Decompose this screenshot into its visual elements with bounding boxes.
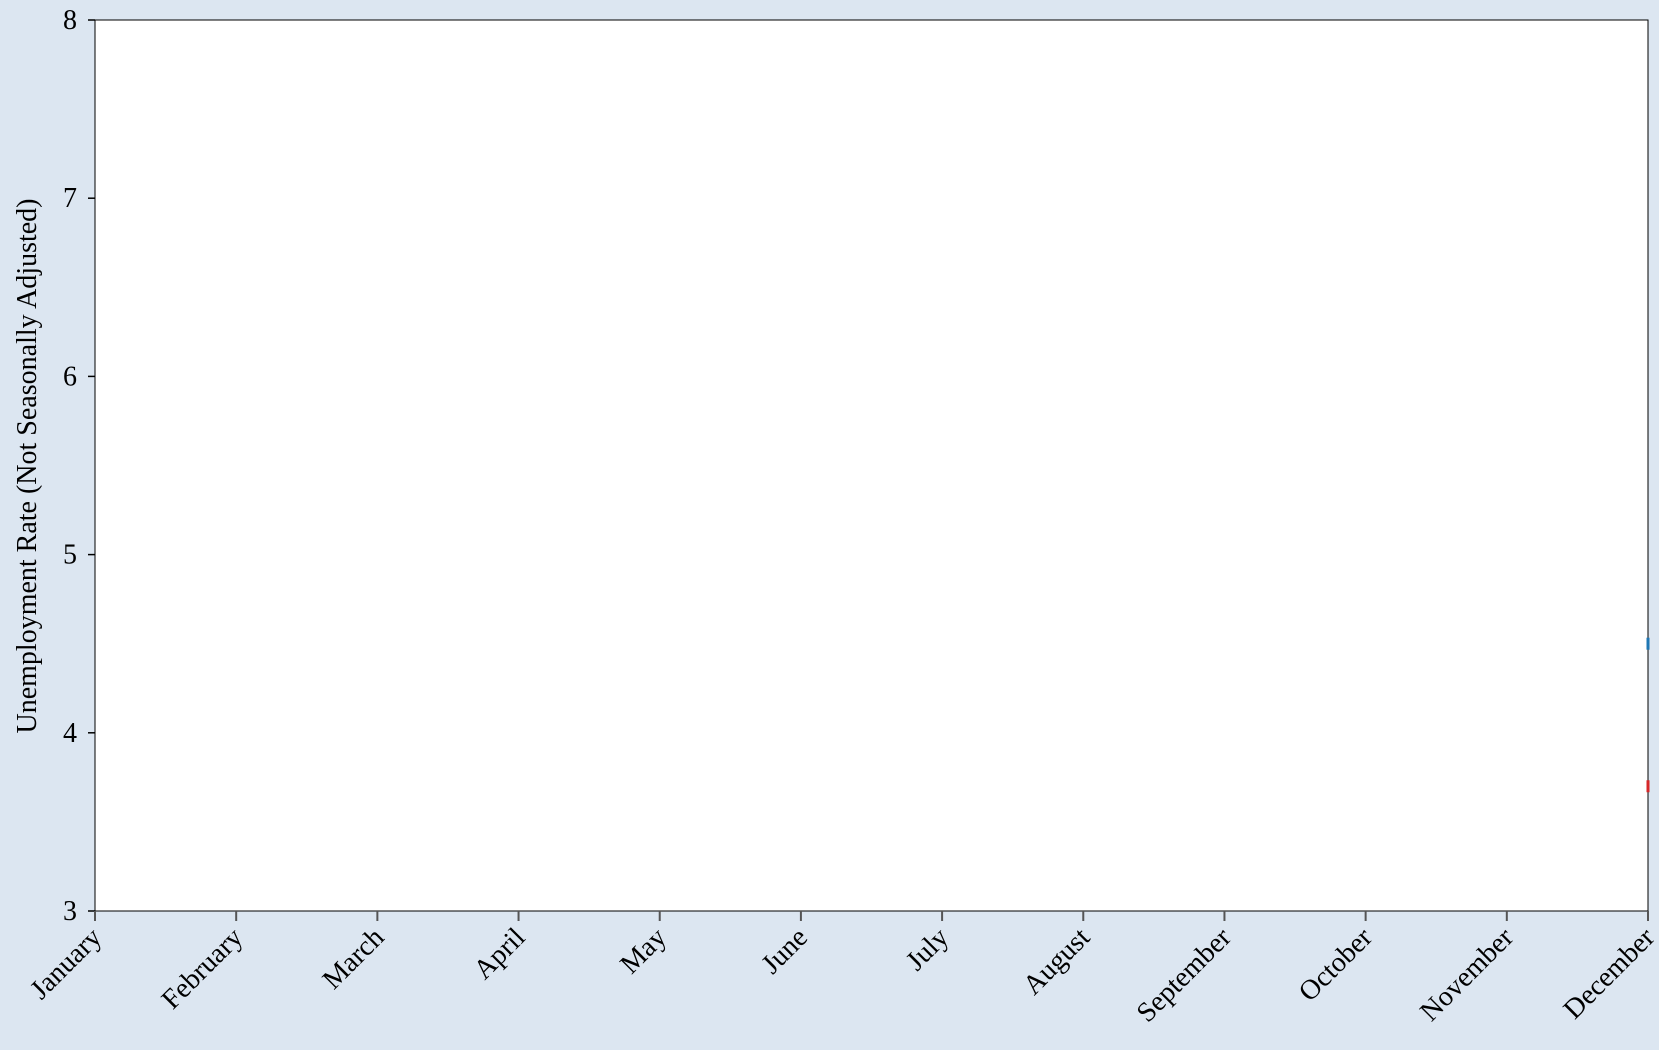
x-tick-label: October — [1293, 922, 1379, 1008]
x-tick-label: April — [468, 922, 532, 986]
y-tick-label: 8 — [63, 5, 77, 36]
y-tick-label: 5 — [63, 540, 77, 571]
y-tick-label: 6 — [63, 361, 77, 392]
x-tick-label: August — [1017, 922, 1096, 1001]
x-tick-label: March — [317, 922, 391, 996]
y-tick-label: 4 — [63, 718, 77, 749]
y-tick-label: 3 — [63, 896, 77, 927]
x-tick-label: May — [614, 922, 672, 980]
y-tick-label: 7 — [63, 183, 77, 214]
x-tick-label: February — [156, 922, 249, 1015]
x-tick-label: September — [1131, 922, 1238, 1029]
x-tick-label: June — [756, 922, 814, 980]
x-tick-label: November — [1414, 922, 1520, 1028]
y-axis-label: Unemployment Rate (Not Seasonally Adjust… — [12, 198, 43, 733]
x-tick-label: July — [900, 922, 955, 977]
y-axis: 3 4 5 6 7 8 — [63, 5, 95, 927]
plot-area — [94, 19, 1649, 912]
x-tick-label: January — [24, 922, 107, 1005]
x-axis: January February March April May June July Augu… — [24, 911, 1659, 1029]
x-tick-label: December — [1558, 922, 1659, 1026]
